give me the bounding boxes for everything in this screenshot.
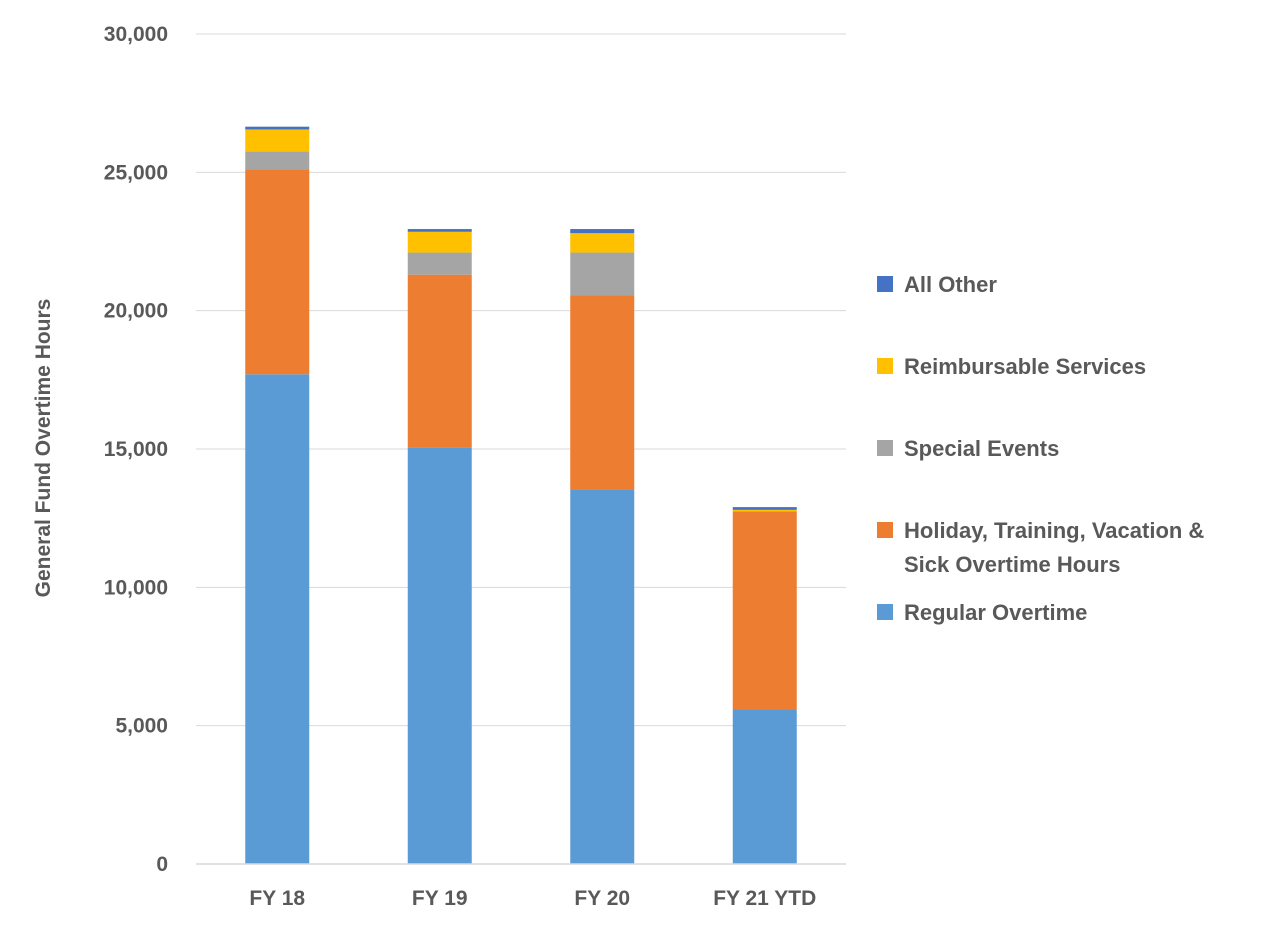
- bar-segment: [732, 507, 797, 510]
- bar-segment: [570, 252, 635, 296]
- legend-label: Reimbursable Services: [904, 354, 1146, 379]
- x-tick-label: FY 20: [574, 887, 630, 910]
- bar-segment: [407, 252, 472, 275]
- bar-segment: [732, 511, 797, 710]
- y-tick-label: 30,000: [104, 23, 168, 46]
- legend-label: All Other: [904, 272, 997, 297]
- axes: 0 5,000 10,000 15,000 20,000 25,000 30,000 FY 1…: [104, 23, 846, 910]
- bar-segment: [245, 374, 310, 864]
- bar-segment: [732, 509, 797, 512]
- y-tick-label: 15,000: [104, 438, 168, 461]
- y-tick-label: 20,000: [104, 300, 168, 323]
- y-tick-label: 5,000: [115, 715, 168, 738]
- x-tick-label: FY 21 YTD: [713, 887, 816, 910]
- y-tick-label: 10,000: [104, 576, 168, 599]
- legend-label: Special Events: [904, 436, 1059, 461]
- legend-swatch: [877, 604, 893, 620]
- bar-segment: [570, 489, 635, 864]
- legend-label: Sick Overtime Hours: [904, 552, 1120, 577]
- y-axis-title: General Fund Overtime Hours: [32, 299, 55, 598]
- legend-label: Regular Overtime: [904, 600, 1087, 625]
- bars: [245, 126, 797, 864]
- legend-swatch: [877, 440, 893, 456]
- bar-segment: [245, 169, 310, 375]
- legend-swatch: [877, 522, 893, 538]
- bar-segment: [245, 126, 310, 130]
- legend: All Other Reimbursable Services Special Ev…: [877, 272, 1204, 625]
- legend-swatch: [877, 276, 893, 292]
- legend-swatch: [877, 358, 893, 374]
- bar-segment: [407, 447, 472, 864]
- bar-segment: [570, 295, 635, 490]
- x-tick-label: FY 18: [249, 887, 305, 910]
- bar-segment: [732, 709, 797, 864]
- bar-segment: [245, 129, 310, 152]
- x-tick-label: FY 19: [412, 887, 468, 910]
- bar-segment: [407, 229, 472, 232]
- y-tick-label: 0: [156, 853, 168, 876]
- bar-segment: [570, 229, 635, 234]
- bar-segment: [245, 151, 310, 170]
- bar-segment: [570, 233, 635, 253]
- bar-segment: [407, 231, 472, 253]
- y-tick-label: 25,000: [104, 161, 168, 184]
- bar-segment: [407, 274, 472, 448]
- legend-label: Holiday, Training, Vacation &: [904, 518, 1204, 543]
